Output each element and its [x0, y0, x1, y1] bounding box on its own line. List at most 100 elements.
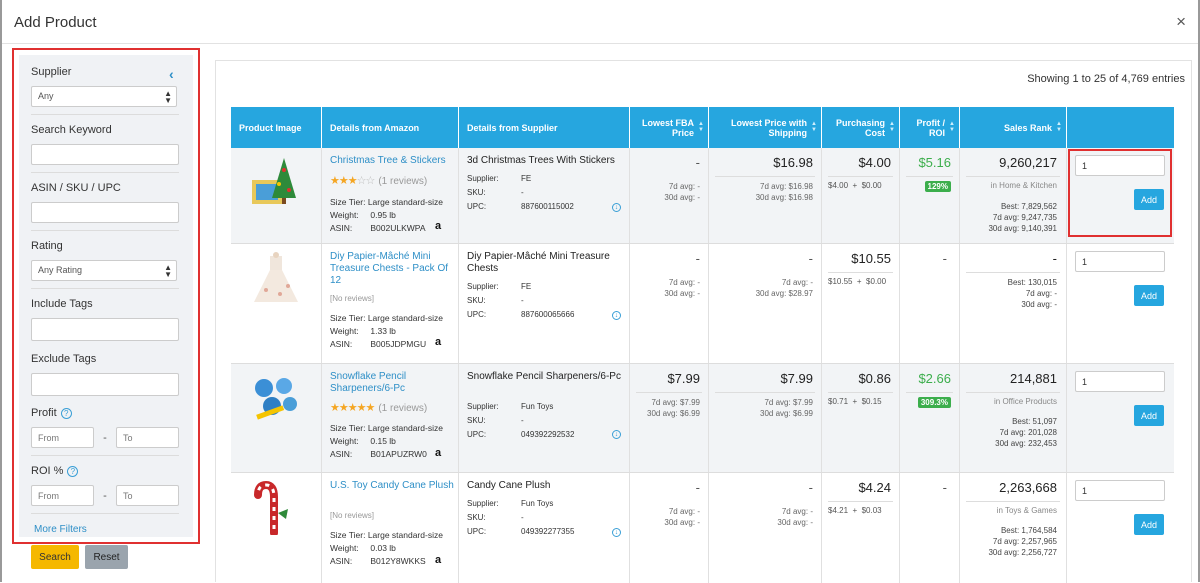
rank-7d: 2,257,965 [1021, 537, 1057, 546]
product-meta: Size Tier: Large standard-size Weight: 0… [330, 196, 443, 235]
review-count[interactable]: (1 reviews) [378, 176, 428, 187]
supplier-details-cell: Diy Papier-Mâché Mini Treasure Chests Su… [459, 244, 630, 363]
fba-price: $7.99 [667, 371, 700, 386]
weight-label: Weight: [330, 543, 359, 553]
expand-info-icon[interactable]: ↓ [612, 311, 621, 320]
add-button[interactable]: Add [1134, 285, 1164, 306]
expand-info-icon[interactable]: ↓ [612, 430, 621, 439]
sku-label: SKU: [467, 416, 486, 425]
avg30-label: 30d avg: [664, 518, 696, 527]
weight-value: 0.95 lb [370, 210, 396, 220]
product-image[interactable] [248, 370, 304, 426]
upc-value: 887600115002 [521, 202, 574, 211]
avg7-label: 7d avg: [781, 507, 809, 516]
amazon-icon[interactable]: a [435, 447, 442, 459]
col-profit-roi-label: Profit / ROI [916, 117, 946, 138]
fba-7d-value: - [697, 278, 700, 287]
keyword-input[interactable] [31, 144, 179, 165]
product-title-link[interactable]: U.S. Toy Candy Cane Plush [330, 480, 454, 491]
fba-30d-value: - [697, 518, 700, 527]
product-image[interactable] [248, 250, 304, 306]
action-cell: 1 Add [1067, 364, 1174, 472]
expand-info-icon[interactable]: ↓ [612, 528, 621, 537]
roi-from-input[interactable]: From [31, 485, 94, 506]
cost-item: $4.00 [828, 181, 849, 190]
col-details-supplier: Details from Supplier [459, 107, 630, 148]
include-tags-label: Include Tags [31, 298, 93, 310]
shipping-averages: 7d avg: $16.98 30d avg: $16.98 [756, 181, 813, 203]
amazon-icon[interactable]: a [435, 220, 442, 232]
supplier-value: FE [521, 174, 532, 183]
fba-30d-value: - [697, 289, 700, 298]
profit-from-input[interactable]: From [31, 427, 94, 448]
rank-history: Best: 7,829,562 7d avg: 9,247,735 30d avg:… [988, 201, 1057, 234]
product-image-cell [231, 364, 322, 472]
product-title-link[interactable]: Christmas Tree & Stickers [330, 155, 446, 166]
add-button[interactable]: Add [1134, 405, 1164, 426]
divider [966, 501, 1060, 502]
sort-icon: ▲ ▼ [698, 121, 704, 133]
quantity-input[interactable]: 1 [1075, 371, 1165, 392]
supplier-select[interactable]: Any ▲ ▼ [31, 86, 177, 107]
quantity-input[interactable]: 1 [1075, 155, 1165, 176]
roi-badge: 309.3% [917, 397, 951, 408]
roi-label-row: ROI %? [31, 464, 181, 478]
product-image[interactable] [248, 479, 304, 535]
quantity-input[interactable]: 1 [1075, 251, 1165, 272]
fba-price-cell: - 7d avg: -30d avg: - [630, 148, 709, 243]
close-icon[interactable]: × [1176, 12, 1186, 31]
include-tags-input[interactable] [31, 318, 179, 341]
search-button[interactable]: Search [31, 545, 79, 569]
profit-to-input[interactable]: To [116, 427, 179, 448]
product-image[interactable] [248, 154, 304, 210]
amazon-icon[interactable]: a [435, 554, 442, 566]
asin-label: ASIN: [330, 449, 353, 459]
help-icon[interactable]: ? [60, 407, 72, 419]
help-icon[interactable]: ? [67, 465, 79, 477]
product-title-link[interactable]: Diy Papier-Mâché Mini Treasure Chests - … [330, 251, 448, 286]
reset-button[interactable]: Reset [85, 545, 128, 569]
col-lowest-fba-price[interactable]: Lowest FBA Price ▲ ▼ [630, 107, 709, 148]
amazon-icon[interactable]: a [435, 336, 442, 348]
sales-rank: 9,260,217 [999, 155, 1057, 170]
collapse-sidebar-icon[interactable]: ‹ [169, 66, 174, 82]
ship-7d-value: $16.98 [788, 182, 813, 191]
roi-to-input[interactable]: To [116, 485, 179, 506]
more-filters-link[interactable]: More Filters [34, 524, 87, 535]
asin-input[interactable] [31, 202, 179, 223]
col-lowest-price-shipping[interactable]: Lowest Price with Shipping ▲ ▼ [709, 107, 822, 148]
divider [31, 288, 179, 289]
fba-price: - [695, 480, 700, 495]
plus-sign: + [852, 506, 858, 515]
rating-select[interactable]: Any Rating ▲ ▼ [31, 260, 177, 281]
table-row: Snowflake Pencil Sharpeners/6-Pc ★★★★★ (1… [231, 364, 1174, 473]
supplier-title: 3d Christmas Trees With Stickers [467, 155, 615, 166]
col-product-image: Product Image [231, 107, 322, 148]
avg7-label: 7d avg: [999, 428, 1026, 437]
exclude-tags-input[interactable] [31, 373, 179, 396]
avg30-label: 30d avg: [988, 548, 1020, 557]
supplier-meta: Supplier: FE SKU: - UPC: 887600115002 [467, 172, 574, 214]
profit-roi-cell: $2.66 309.3% [900, 364, 960, 472]
shipping-price-cell: $7.99 7d avg: $7.99 30d avg: $6.99 [709, 364, 822, 472]
expand-info-icon[interactable]: ↓ [612, 203, 621, 212]
review-count[interactable]: (1 reviews) [378, 403, 428, 414]
no-reviews-text: [No reviews] [330, 511, 375, 520]
avg7-label: 7d avg: [1025, 289, 1053, 298]
col-sales-rank[interactable]: Sales Rank ▲ ▼ [960, 107, 1067, 148]
quantity-input[interactable]: 1 [1075, 480, 1165, 501]
col-profit-roi[interactable]: Profit / ROI ▲ ▼ [900, 107, 960, 148]
size-tier-label: Size Tier: [330, 530, 366, 540]
sales-rank: 214,881 [1010, 371, 1057, 386]
add-button[interactable]: Add [1134, 189, 1164, 210]
supplier-label: Supplier: [467, 282, 499, 291]
cost-breakdown: $4.21 + $0.03 [828, 506, 882, 515]
supplier-select-value: Any [38, 91, 54, 101]
supplier-details-cell: 3d Christmas Trees With Stickers Supplie… [459, 148, 630, 243]
col-purchasing-cost[interactable]: Purchasing Cost ▲ ▼ [822, 107, 900, 148]
product-title-link[interactable]: Snowflake Pencil Sharpeners/6-Pc [330, 371, 407, 394]
fba-30d-value: - [697, 193, 700, 202]
col-purchasing-cost-label: Purchasing Cost [835, 117, 885, 138]
add-button[interactable]: Add [1134, 514, 1164, 535]
upc-value: 887600065666 [521, 310, 575, 319]
